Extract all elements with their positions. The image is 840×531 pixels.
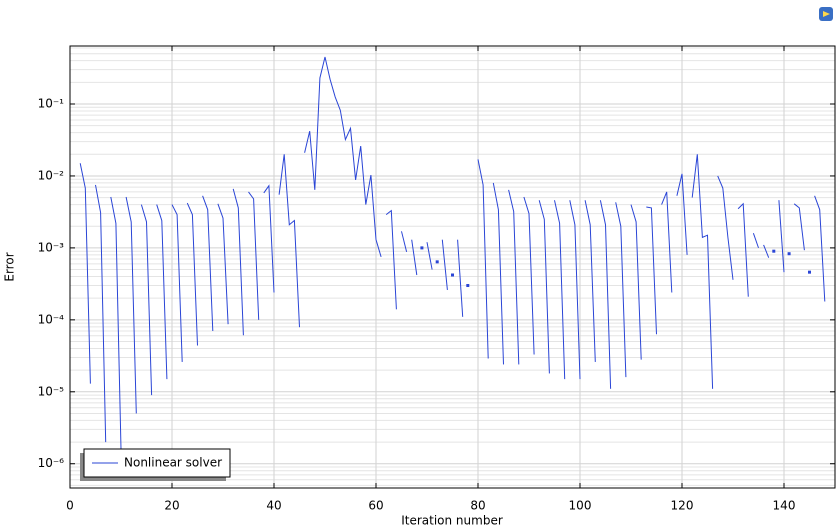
series-line [492, 182, 504, 365]
series-line [508, 189, 520, 365]
series-line [763, 244, 770, 258]
y-tick-label: 10⁻⁴ [38, 312, 65, 326]
series-line [411, 239, 418, 276]
x-tick-label: 80 [470, 499, 485, 513]
series-line [569, 200, 581, 380]
x-axis-label: Iteration number [401, 514, 503, 528]
series-line [717, 175, 734, 280]
series-line [304, 56, 382, 258]
series-line [752, 233, 759, 249]
series-line [441, 239, 448, 291]
series-line [793, 203, 805, 251]
legend-label: Nonlinear solver [124, 456, 222, 470]
series-line [385, 209, 397, 310]
series-line [95, 184, 107, 443]
data-point [420, 246, 424, 250]
series-line [661, 191, 673, 293]
series-line [110, 196, 122, 450]
series-line [676, 173, 688, 255]
x-tick-label: 120 [671, 499, 694, 513]
series-line [186, 202, 198, 346]
plot-frame [69, 45, 836, 489]
series-line [156, 204, 168, 380]
x-tick-label: 40 [266, 499, 281, 513]
data-point [451, 273, 454, 277]
toolbar-icon[interactable] [819, 7, 833, 21]
y-tick-label: 10⁻⁶ [38, 456, 65, 470]
series-line [232, 188, 244, 336]
series-line [278, 154, 300, 328]
series-line [79, 163, 91, 384]
series-line [554, 200, 566, 380]
series-line [615, 202, 627, 378]
series-line [778, 200, 785, 273]
series-line [171, 204, 183, 362]
legend: Nonlinear solver [80, 448, 231, 481]
series-line [737, 202, 749, 297]
y-tick-label: 10⁻¹ [38, 97, 65, 111]
series-line [125, 196, 137, 414]
series-line [630, 204, 642, 360]
data-point [772, 249, 776, 253]
series-line [401, 231, 408, 253]
series-line [814, 195, 826, 302]
y-axis-label: Error [3, 252, 17, 281]
x-tick-label: 60 [368, 499, 383, 513]
data-point [435, 260, 439, 264]
series-line [426, 242, 433, 270]
x-tick-label: 100 [569, 499, 592, 513]
y-tick-label: 10⁻³ [38, 240, 65, 254]
x-tick-label: 20 [164, 499, 179, 513]
series-line [646, 206, 657, 335]
series-line [457, 239, 464, 317]
series-line [538, 200, 550, 374]
data-point [787, 252, 791, 256]
series-line [263, 184, 275, 293]
series-line [202, 195, 214, 332]
series-line [523, 196, 535, 355]
y-tick-label: 10⁻² [38, 168, 65, 182]
series-line [217, 203, 229, 325]
y-tick-label: 10⁻⁵ [38, 384, 65, 398]
data-point [808, 270, 811, 274]
series-line [584, 200, 596, 362]
x-tick-label: 0 [66, 499, 74, 513]
series-line [477, 159, 489, 359]
series-line [691, 154, 714, 389]
series-line [140, 204, 153, 396]
series-line [599, 200, 612, 389]
data-point [466, 284, 470, 288]
series-line [248, 191, 260, 320]
x-tick-label: 140 [773, 499, 796, 513]
